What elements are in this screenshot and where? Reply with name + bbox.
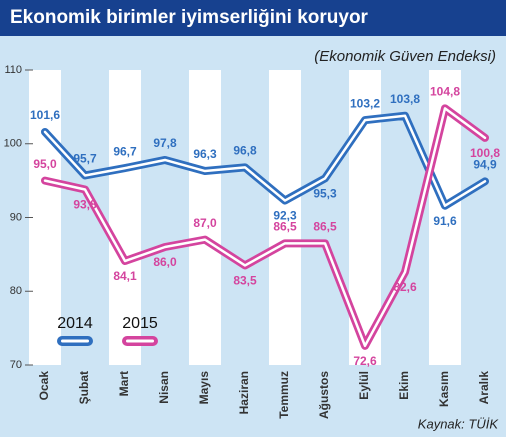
plot: 70 80 90 100 110 Ocak Şubat Mart Nisan Mayıs Hazir… (4, 64, 501, 419)
x-tick-label: Ekim (397, 371, 411, 400)
data-label: 92,3 (273, 209, 297, 223)
data-label: 86,5 (313, 219, 337, 233)
subtitle: (Ekonomik Güven Endeksi) (314, 48, 496, 65)
y-tick-label: 80 (10, 285, 22, 297)
x-tick-label: Haziran (237, 371, 251, 414)
data-label: 86,5 (273, 219, 297, 233)
x-tick-label: Nisan (157, 371, 171, 404)
data-label: 83,5 (233, 274, 257, 288)
data-label: 91,6 (433, 214, 457, 228)
chart-title: Ekonomik birimler iyimserliğini koruyor (10, 7, 369, 28)
data-label: 96,7 (113, 144, 137, 158)
data-label: 95,0 (33, 157, 57, 171)
data-label: 101,6 (30, 108, 60, 122)
data-label: 103,8 (390, 92, 420, 106)
data-label: 96,8 (233, 144, 257, 158)
source: Kaynak: TÜİK (418, 416, 500, 431)
data-label: 96,3 (193, 147, 217, 161)
data-label: 97,8 (153, 136, 177, 150)
data-label: 86,0 (153, 255, 177, 269)
data-label: 84,1 (113, 269, 137, 283)
stripes (29, 70, 461, 365)
data-label: 95,7 (73, 152, 97, 166)
data-label: 104,8 (430, 85, 460, 99)
legend-swatch-highlight (126, 339, 154, 343)
y-tick-label: 110 (4, 64, 22, 76)
legend-swatch-highlight (61, 339, 89, 343)
stripe (189, 70, 221, 365)
title-bar (0, 0, 506, 36)
x-tick-label: Aralık (477, 371, 491, 405)
data-label: 82,6 (393, 280, 417, 294)
x-tick-label: Şubat (77, 371, 91, 404)
data-label: 72,6 (353, 354, 377, 368)
stripe (269, 70, 301, 365)
stripe (29, 70, 61, 365)
x-tick-label: Ocak (37, 371, 51, 401)
x-tick-label: Ağustos (317, 371, 331, 419)
x-tick-label: Temmuz (277, 371, 291, 419)
data-label: 95,3 (313, 187, 337, 201)
data-label: 93,8 (73, 198, 97, 212)
legend-label: 2014 (57, 315, 93, 332)
data-label: 94,9 (473, 158, 497, 172)
series-line-highlight (43, 107, 487, 348)
legend-label: 2015 (122, 315, 158, 332)
x-tick-label: Mart (117, 371, 131, 396)
y-tick-label: 90 (10, 211, 22, 223)
x-tick-label: Mayıs (197, 371, 211, 405)
x-tick-label: Eylül (357, 371, 371, 400)
data-label: 103,2 (350, 96, 380, 110)
series-line-highlight (43, 114, 487, 207)
data-label: 87,0 (193, 216, 217, 230)
y-tick-label: 70 (10, 359, 22, 371)
data-label: 100,8 (470, 146, 500, 160)
y-tick-label: 100 (4, 138, 22, 150)
x-tick-label: Kasım (437, 371, 451, 407)
stripe (109, 70, 141, 365)
